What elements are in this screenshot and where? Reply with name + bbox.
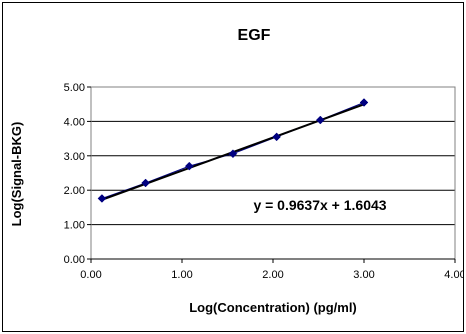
x-tick-label: 3.00 [353,269,374,281]
y-tick-label: 2.00 [64,185,85,197]
y-tick-label: 3.00 [64,151,85,163]
data-point [141,178,150,188]
y-tick-label: 5.00 [64,82,85,94]
x-tick-label: 2.00 [262,269,283,281]
chart-svg: EGF 0.00 1.00 2.00 3.00 4.00 5.00 0.00 1.00 2.00… [9,27,463,315]
x-tick-label: 1.00 [171,269,192,281]
chart-title: EGF [238,27,271,44]
x-tick-label: 4.00 [444,269,463,281]
y-tick-label: 1.00 [64,220,85,232]
y-axis-label: Log(Signal-BKG) [9,122,24,227]
x-axis-label: Log(Concentration) (pg/ml) [189,300,357,315]
data-points [97,98,369,203]
tick-labels: 0.00 1.00 2.00 3.00 4.00 5.00 0.00 1.00 2.00 3.00… [64,82,463,281]
data-point [359,98,369,107]
data-point [184,161,194,171]
data-point [228,149,238,159]
trendline-equation: y = 0.9637x + 1.6043 [253,197,386,213]
data-point [97,194,107,203]
plot-area [90,86,456,260]
y-tick-label: 4.00 [64,116,85,128]
data-point [272,132,281,142]
data-point [315,115,325,125]
x-tick-label: 0.00 [80,269,101,281]
chart-area: EGF 0.00 1.00 2.00 3.00 4.00 5.00 0.00 1.00 2.00… [2,2,464,332]
y-tick-label: 0.00 [64,254,85,266]
